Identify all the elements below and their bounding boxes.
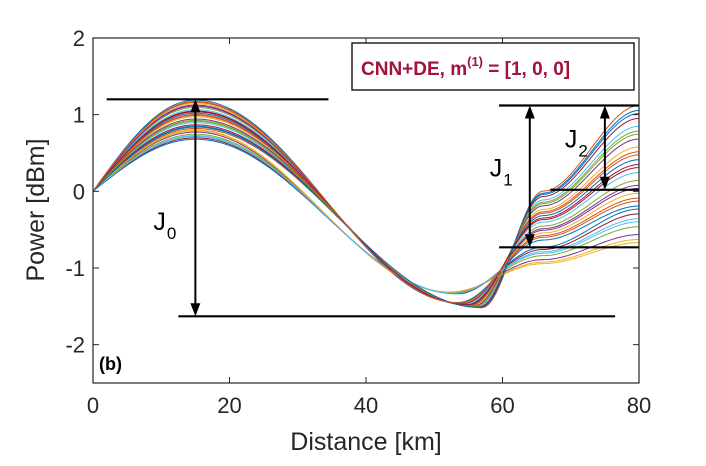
arrow-head	[599, 105, 610, 119]
legend-superscript: (1)	[467, 54, 483, 69]
y-tick-label: 1	[73, 103, 85, 128]
annotation-layer: J0 J1 J2	[106, 98, 639, 318]
x-tick-label: 80	[627, 393, 651, 418]
legend-box: CNN+DE, m(1) = [1, 0, 0]	[351, 42, 635, 91]
legend-suffix: = [1, 0, 0]	[483, 59, 570, 80]
power-curve	[92, 111, 640, 306]
power-curve	[92, 109, 640, 308]
y-tick-label: 0	[73, 179, 85, 204]
legend-main: CNN+DE, m	[361, 59, 467, 80]
arrow-head	[190, 303, 201, 317]
axis-ticks: 0 20 40 60 80 -2 -1 0 1 2	[65, 26, 651, 418]
x-tick-label: 60	[490, 393, 514, 418]
x-tick-label: 40	[354, 393, 378, 418]
y-tick-label: 2	[73, 26, 85, 51]
arrow-head	[599, 176, 610, 190]
panel-label: (b)	[99, 354, 122, 374]
legend-text: CNN+DE, m(1) = [1, 0, 0]	[361, 54, 570, 80]
curve-family	[92, 99, 640, 309]
y-tick-label: -1	[65, 256, 85, 281]
arrow-head	[524, 234, 535, 248]
annotation-label: J2	[565, 126, 588, 161]
y-axis-label: Power [dBm]	[22, 138, 50, 281]
power-curve	[92, 101, 640, 304]
x-tick-label: 20	[217, 393, 241, 418]
arrow-head	[190, 99, 201, 113]
y-tick-label: -2	[65, 333, 85, 358]
x-axis-label: Distance [km]	[290, 428, 441, 456]
annotation-label: J0	[153, 208, 176, 243]
arrow-head	[524, 105, 535, 119]
legend-frame	[351, 42, 635, 91]
power-curve	[92, 135, 640, 294]
annotation-label: J1	[490, 154, 513, 189]
x-tick-label: 0	[87, 393, 99, 418]
